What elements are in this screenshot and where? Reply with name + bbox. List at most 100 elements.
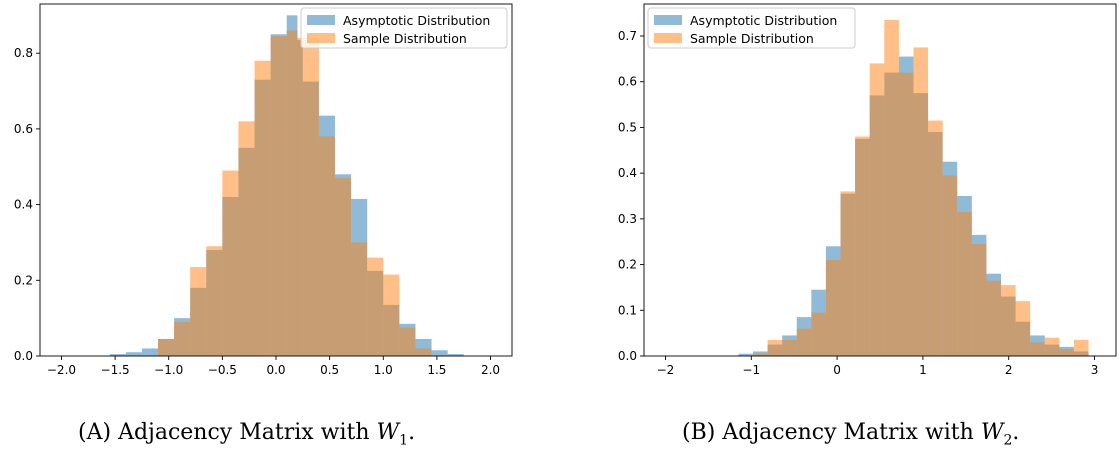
bar <box>811 312 826 356</box>
bar <box>335 178 352 356</box>
caption-b: (B) Adjacency Matrix with W2. <box>682 420 1019 448</box>
x-tick-label: 0.5 <box>320 363 339 377</box>
y-tick-label: 0.0 <box>14 349 33 363</box>
figure: −2.0 −1.5 −1.0 −0.5 0.0 0.5 1.0 1.5 2.0 0.0 0.2 0.4… <box>14 3 1117 377</box>
y-tick-label: 0.6 <box>14 122 33 136</box>
y-tick-label: 0.0 <box>618 349 637 363</box>
y-tick-label: 0.4 <box>14 198 33 212</box>
bar <box>302 38 319 357</box>
bar <box>158 338 175 356</box>
bar <box>174 321 191 356</box>
x-tick-label: −1 <box>742 363 760 377</box>
y-tick-label: 0.2 <box>618 258 637 272</box>
caption-b-var: W <box>980 420 1004 445</box>
bar <box>125 352 142 356</box>
series-sample-b <box>752 20 1089 357</box>
x-tick-label: 0.0 <box>266 363 285 377</box>
x-tick-label: 3 <box>1091 363 1099 377</box>
bar <box>399 327 416 356</box>
legend-label-sample: Sample Distribution <box>690 31 814 46</box>
bar <box>796 328 812 356</box>
x-tick-label: −1.0 <box>154 363 183 377</box>
legend-label-sample: Sample Distribution <box>343 31 467 46</box>
bar <box>415 348 432 356</box>
bar <box>1001 285 1016 356</box>
bar <box>141 348 158 356</box>
bar <box>1015 301 1031 356</box>
caption-a-end: . <box>408 420 416 445</box>
bar <box>447 354 464 356</box>
y-tick-label: 0.7 <box>618 29 637 43</box>
legend-box <box>647 7 856 49</box>
bar <box>351 242 368 356</box>
bar <box>825 260 841 356</box>
bar <box>318 136 335 356</box>
bar <box>190 267 207 356</box>
legend-swatch-sample <box>654 33 682 43</box>
bar <box>270 36 287 357</box>
bar <box>884 20 899 356</box>
bar <box>898 72 914 356</box>
caption-a-sub: 1 <box>399 432 409 449</box>
x-axis-b: −2 −1 0 1 2 3 <box>657 356 1099 377</box>
legend-b: Asymptotic Distribution Sample Distributi… <box>647 7 856 49</box>
bar <box>297 38 303 357</box>
bar <box>367 257 384 356</box>
x-tick-label: 2 <box>1005 363 1013 377</box>
legend-swatch-sample <box>307 33 335 43</box>
legend-swatch-asymptotic <box>307 15 335 25</box>
bar <box>222 170 239 356</box>
x-axis-a: −2.0 −1.5 −1.0 −0.5 0.0 0.5 1.0 1.5 2.0 <box>47 356 500 377</box>
caption-b-label: (B) <box>682 420 716 445</box>
bar <box>206 246 223 356</box>
legend-a: Asymptotic Distribution Sample Distributi… <box>300 7 508 49</box>
caption-b-end: . <box>1012 420 1020 445</box>
bar <box>840 191 856 356</box>
bar <box>782 340 797 356</box>
y-tick-label: 0.6 <box>618 75 637 89</box>
caption-a: (A) Adjacency Matrix with W1. <box>78 420 415 448</box>
bar <box>942 175 958 356</box>
x-tick-label: 1 <box>919 363 927 377</box>
x-tick-label: 1.5 <box>427 363 446 377</box>
bar <box>869 63 885 357</box>
bar <box>752 353 768 356</box>
x-tick-label: −1.5 <box>101 363 130 377</box>
x-tick-label: −2.0 <box>47 363 76 377</box>
y-tick-label: 0.5 <box>618 120 637 134</box>
y-tick-label: 0.3 <box>618 212 637 226</box>
bar <box>254 60 271 357</box>
bar <box>286 30 298 357</box>
caption-b-text: Adjacency Matrix with <box>722 420 981 445</box>
series-sample-a <box>158 30 432 357</box>
bar <box>383 274 400 356</box>
bar <box>109 354 126 356</box>
bar <box>928 120 943 356</box>
bar <box>431 350 448 356</box>
bar <box>767 340 783 356</box>
x-tick-label: 1.0 <box>374 363 393 377</box>
caption-a-label: (A) <box>78 420 112 445</box>
bar <box>1059 349 1074 356</box>
legend-label-asymptotic: Asymptotic Distribution <box>343 13 490 28</box>
bar <box>855 136 870 356</box>
caption-b-sub: 2 <box>1003 432 1013 449</box>
legend-label-asymptotic: Asymptotic Distribution <box>690 13 837 28</box>
bar <box>1030 342 1045 356</box>
bar <box>1044 337 1060 356</box>
chart-panel-b: −2 −1 0 1 2 3 0.0 0.1 0.2 0.3 0.4 0.5 0.6 0.7 Asymptot… <box>618 3 1117 377</box>
y-tick-label: 0.1 <box>618 303 637 317</box>
bar <box>957 212 972 356</box>
caption-a-text: Adjacency Matrix with <box>118 420 377 445</box>
x-tick-label: 0 <box>833 363 841 377</box>
legend-box <box>300 7 508 49</box>
y-tick-label: 0.8 <box>14 46 33 60</box>
bar <box>1073 340 1089 356</box>
caption-a-var: W <box>376 420 400 445</box>
y-tick-label: 0.2 <box>14 273 33 287</box>
y-axis-a: 0.0 0.2 0.4 0.6 0.8 <box>14 46 40 363</box>
y-tick-label: 0.4 <box>618 166 637 180</box>
bar <box>986 280 1001 356</box>
legend-swatch-asymptotic <box>654 15 682 25</box>
plot-frame <box>643 3 1117 357</box>
